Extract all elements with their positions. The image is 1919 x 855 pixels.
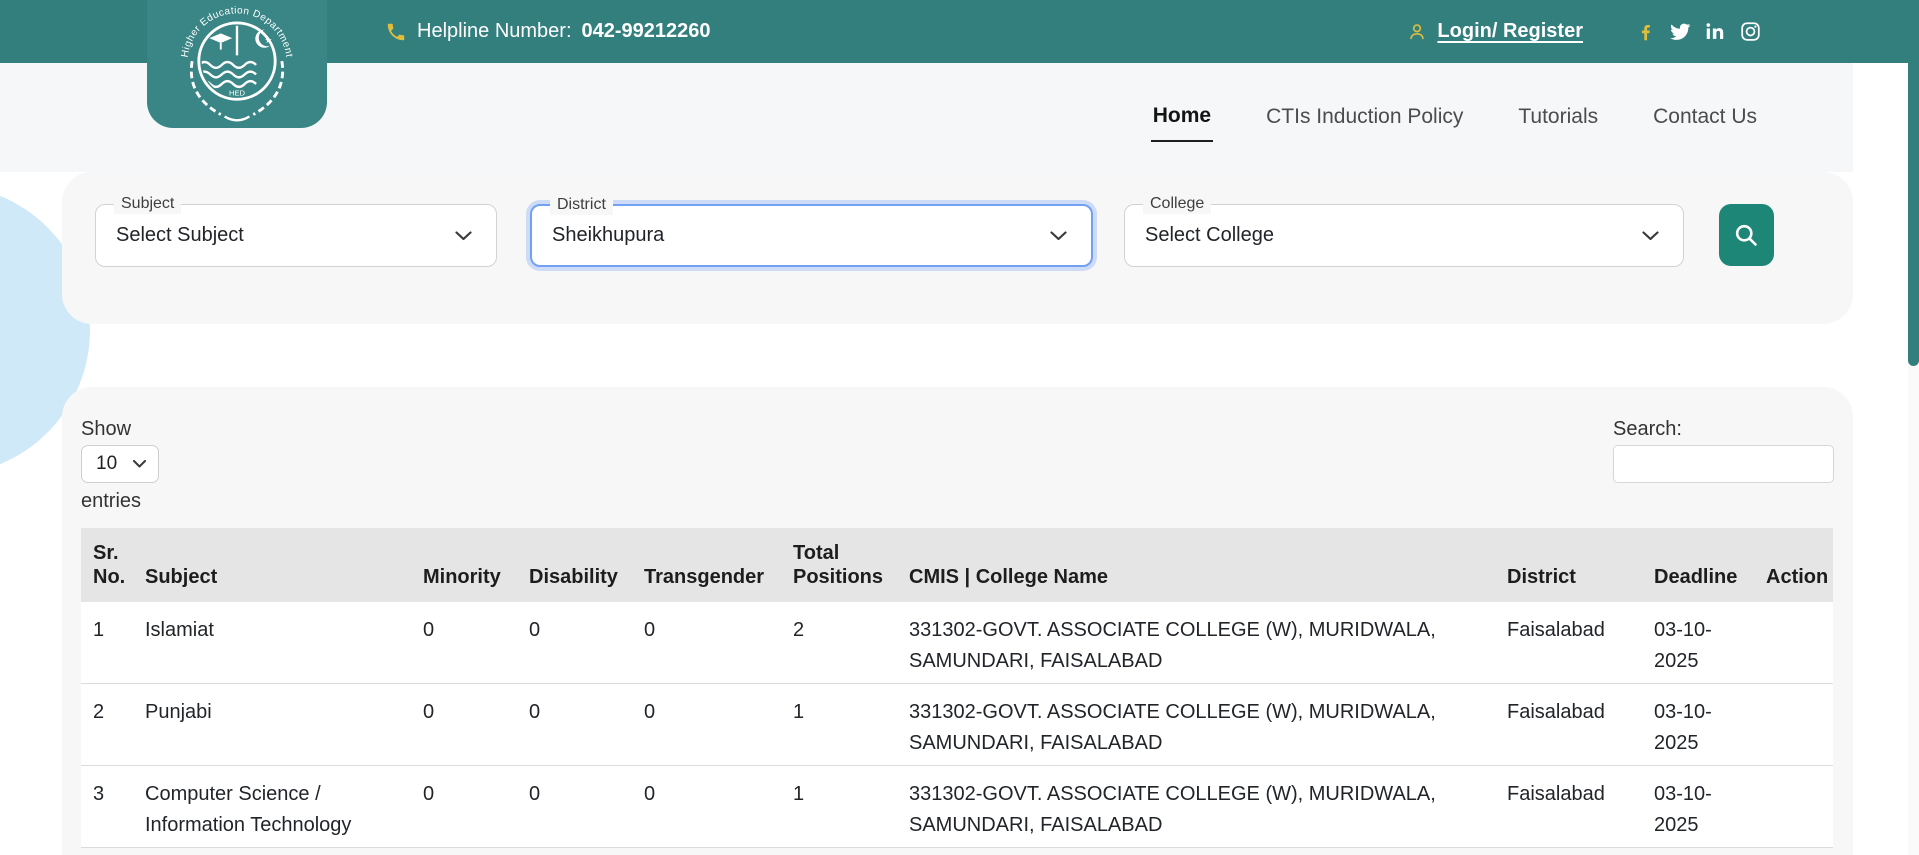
cell-minority: 0 [411, 683, 517, 766]
cell-subject: Islamiat [133, 602, 411, 684]
table-row: 3 Computer Science / Information Technol… [81, 765, 1833, 848]
helpline: Helpline Number: 042-99212260 [385, 0, 711, 63]
table-row: 2 Punjabi 0 0 0 1 331302-GOVT. ASSOCIATE… [81, 683, 1833, 766]
cell-college: 331302-GOVT. ASSOCIATE COLLEGE (W), MURI… [897, 683, 1495, 766]
col-district[interactable]: District [1495, 528, 1642, 602]
cell-college: 331302-GOVT. ASSOCIATE COLLEGE (W), MURI… [897, 602, 1495, 684]
cell-total-positions: 2 [781, 602, 897, 684]
college-select[interactable]: College Select College [1124, 194, 1684, 267]
filter-panel: Subject Select Subject District Sheikhup… [62, 172, 1853, 324]
cell-action [1754, 765, 1833, 848]
table-header-row: Sr. No. Subject Minority Disability Tran… [81, 528, 1833, 602]
cell-sr: 3 [81, 765, 133, 848]
login-register-label: Login/ Register [1437, 20, 1583, 42]
chevron-down-icon [1642, 230, 1659, 241]
twitter-icon[interactable] [1670, 21, 1691, 42]
col-college-name[interactable]: CMIS | College Name [897, 528, 1495, 602]
cell-subject: Computer Science / Information Technolog… [133, 765, 411, 848]
hed-emblem: Higher Education Department ★ HED [180, 5, 294, 122]
scrollbar-thumb[interactable] [1908, 0, 1919, 366]
cell-transgender: 0 [632, 602, 781, 684]
subject-select[interactable]: Subject Select Subject [95, 194, 497, 267]
col-total-positions[interactable]: Total Positions [781, 528, 897, 602]
user-icon [1406, 21, 1428, 43]
cell-deadline: 03-10-2025 [1642, 765, 1754, 848]
cell-action [1754, 683, 1833, 766]
search-button[interactable] [1719, 204, 1774, 266]
helpline-number: 042-99212260 [581, 20, 711, 42]
linkedin-icon[interactable] [1705, 21, 1726, 42]
col-action[interactable]: Action [1754, 528, 1833, 602]
chevron-down-icon [133, 460, 146, 468]
cell-college: 331302-GOVT. ASSOCIATE COLLEGE (W), MURI… [897, 765, 1495, 848]
col-sr-no[interactable]: Sr. No. [81, 528, 133, 602]
cell-sr: 1 [81, 602, 133, 684]
chevron-down-icon [455, 230, 472, 241]
cell-district: Faisalabad [1495, 602, 1642, 684]
table-search-input[interactable] [1613, 445, 1834, 483]
cell-sr: 2 [81, 683, 133, 766]
search-icon [1733, 222, 1760, 249]
entries-label: entries [81, 490, 142, 512]
col-subject[interactable]: Subject [133, 528, 411, 602]
nav-item-ctis-induction-policy[interactable]: CTIs Induction Policy [1266, 104, 1464, 128]
login-register-link[interactable]: Login/ Register [1406, 0, 1583, 63]
results-panel: Show 10 entries Search: Sr. No. Subject … [62, 387, 1853, 855]
cell-transgender: 0 [632, 765, 781, 848]
cell-subject: Punjabi [133, 683, 411, 766]
subject-value: Select Subject [116, 224, 244, 246]
hed-logo[interactable]: Higher Education Department ★ HED [147, 0, 327, 128]
col-transgender[interactable]: Transgender [632, 528, 781, 602]
cell-deadline: 03-10-2025 [1642, 683, 1754, 766]
district-select[interactable]: District Sheikhupura [530, 195, 1093, 267]
cell-action [1754, 602, 1833, 684]
cell-disability: 0 [517, 602, 632, 684]
main-nav: Home CTIs Induction Policy Tutorials Con… [0, 63, 1853, 172]
table-search-label: Search: [1613, 418, 1682, 440]
subject-label: Subject [114, 194, 182, 214]
positions-table: Sr. No. Subject Minority Disability Tran… [81, 528, 1833, 848]
district-label: District [550, 195, 613, 215]
phone-icon [385, 21, 407, 43]
district-value: Sheikhupura [552, 224, 665, 246]
page-size-value: 10 [96, 453, 118, 474]
chevron-down-icon [1050, 230, 1067, 241]
cell-total-positions: 1 [781, 683, 897, 766]
nav-item-contact-us[interactable]: Contact Us [1653, 104, 1757, 128]
cell-disability: 0 [517, 683, 632, 766]
cell-minority: 0 [411, 602, 517, 684]
page-size-select[interactable]: 10 [81, 445, 159, 483]
college-value: Select College [1145, 224, 1274, 246]
scrollbar-track [1908, 0, 1919, 855]
cell-disability: 0 [517, 765, 632, 848]
social-links [1635, 0, 1761, 63]
col-deadline[interactable]: Deadline [1642, 528, 1754, 602]
helpline-label: Helpline Number: [417, 20, 572, 42]
instagram-icon[interactable] [1740, 21, 1761, 42]
col-disability[interactable]: Disability [517, 528, 632, 602]
college-label: College [1143, 194, 1212, 214]
col-minority[interactable]: Minority [411, 528, 517, 602]
logo-abbrev: HED [229, 88, 246, 97]
table-row: 1 Islamiat 0 0 0 2 331302-GOVT. ASSOCIAT… [81, 602, 1833, 684]
cell-district: Faisalabad [1495, 765, 1642, 848]
cell-deadline: 03-10-2025 [1642, 602, 1754, 684]
show-label: Show [81, 418, 132, 440]
cell-transgender: 0 [632, 683, 781, 766]
cell-total-positions: 1 [781, 765, 897, 848]
facebook-icon[interactable] [1635, 21, 1656, 42]
cell-minority: 0 [411, 765, 517, 848]
nav-item-home[interactable]: Home [1150, 94, 1214, 142]
cell-district: Faisalabad [1495, 683, 1642, 766]
nav-item-tutorials[interactable]: Tutorials [1518, 104, 1599, 128]
svg-text:★: ★ [265, 35, 273, 45]
